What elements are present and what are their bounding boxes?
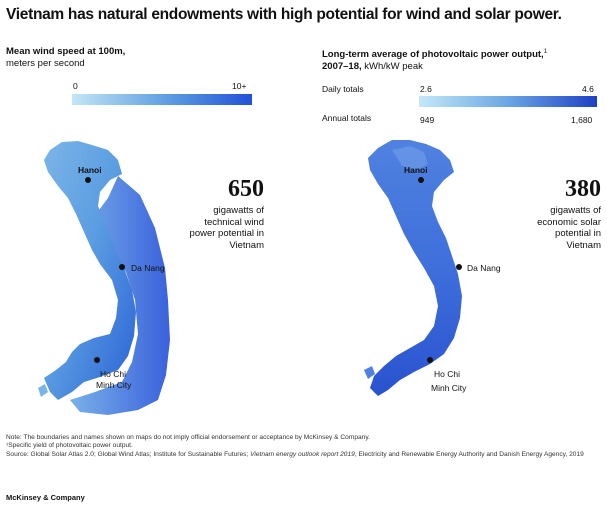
wind-stat-line-2: technical wind [204,216,264,228]
wind-scale-max: 10+ [232,81,247,91]
wind-hcm-dot [94,357,100,363]
footnote-source-b: , Electricity and Renewable Energy Autho… [354,450,584,458]
wind-legend-title: Mean wind speed at 100m, meters per seco… [6,46,125,70]
solar-legend-sup: 1 [543,49,548,55]
solar-annual-label: Annual totals [322,113,372,123]
solar-daily-min: 2.6 [420,84,432,94]
solar-stat-line-2: economic solar [537,216,601,228]
footnotes: Note: The boundaries and names shown on … [6,434,596,459]
solar-annual-max: 1,680 [571,115,593,125]
solar-hcm-dot [427,357,433,363]
solar-danang-label: Da Nang [467,263,501,273]
solar-hcm-label-1: Ho Chi [434,369,460,379]
wind-island [38,384,48,397]
solar-annual-min: 949 [420,115,435,125]
solar-stat-line-1: gigawatts of [550,205,601,216]
wind-danang-label: Da Nang [131,263,165,273]
solar-north-light-patch [392,146,428,170]
wind-vietnam-map [44,141,136,400]
maps-layer: Hanoi Da Nang Ho Chi Minh City Hanoi Da … [38,140,501,415]
wind-danang-dot [119,264,125,270]
footnote-source-italic: Vietnam energy outlook report 2019 [250,450,355,458]
wind-hcm-label-1: Ho Chi [100,369,126,379]
solar-daily-label: Daily totals [322,84,364,94]
wind-hcm-label-2: Minh City [96,380,132,390]
wind-legend-unit: meters per second [6,58,85,69]
solar-hanoi-dot [418,177,424,183]
solar-stat-text: gigawatts of economic solar potential in… [537,205,601,251]
wind-stat-line-1: gigawatts of [213,205,264,216]
brand-name: McKinsey & Company [6,493,85,502]
solar-stat-line-4: Vietnam [566,239,601,251]
footnote-1: ¹Specific yield of photovoltaic power ou… [6,442,133,450]
solar-stat-value: 380 [565,176,601,202]
solar-stat-line-3: potential in [555,228,601,239]
wind-offshore-region [70,176,170,415]
wind-hanoi-label: Hanoi [78,165,102,175]
wind-scale-min: 0 [73,81,78,91]
solar-danang-dot [456,264,462,270]
solar-vietnam-map [368,140,462,396]
solar-legend-unit: kWh/kW peak [364,61,423,73]
solar-island [364,366,375,379]
footnote-note: Note: The boundaries and names shown on … [6,434,370,441]
wind-stat-line-4: Vietnam [229,239,264,251]
wind-stat-text: gigawatts of technical wind power potent… [190,205,264,251]
footnote-source-a: Source: Global Solar Atlas 2.0; Global W… [6,450,251,458]
wind-color-scale [72,94,252,105]
solar-legend-title: Long-term average of photovoltaic power … [322,46,547,73]
page-title: Vietnam has natural endowments with high… [6,6,562,23]
solar-legend-years: 2007–18, [322,61,362,73]
wind-stat-value: 650 [228,176,264,202]
solar-hanoi-label: Hanoi [404,165,428,175]
solar-hcm-label-2: Minh City [431,383,467,393]
footnote-source: Source: Global Solar Atlas 2.0; Global W… [6,451,596,459]
wind-hanoi-dot [85,177,91,183]
wind-legend-title-text: Mean wind speed at 100m, [6,46,126,57]
solar-color-scale [419,96,597,107]
solar-legend-title-text: Long-term average of photovoltaic power … [322,49,544,61]
wind-stat-line-3: power potential in [189,228,264,239]
solar-daily-max: 4.6 [582,84,594,94]
